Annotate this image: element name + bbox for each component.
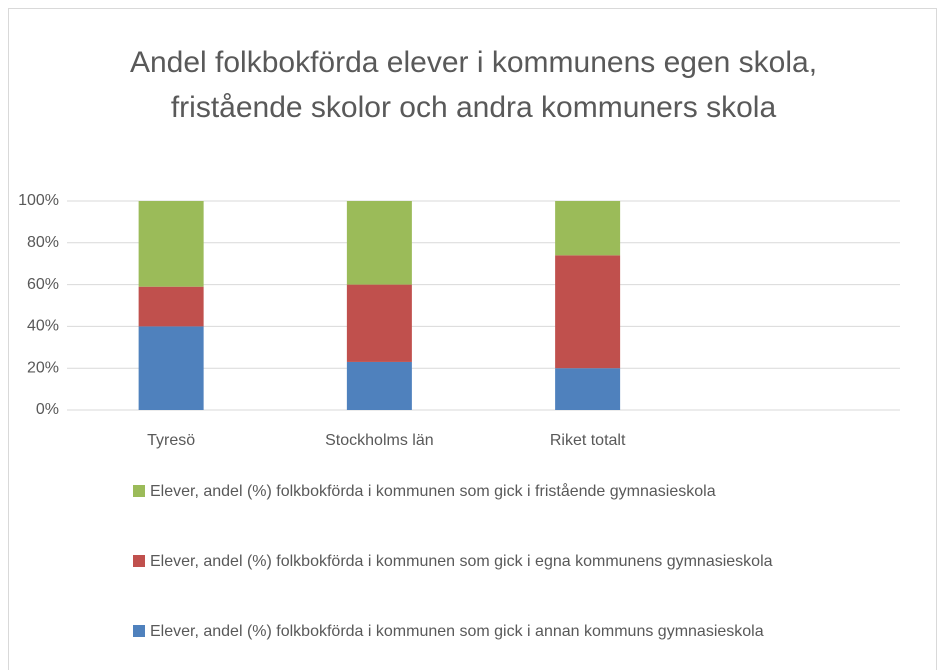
y-tick-label: 20% [27, 359, 59, 376]
y-tick-label: 60% [27, 276, 59, 293]
legend-swatch [133, 485, 145, 497]
y-tick-label: 40% [27, 318, 59, 335]
bar-segment [138, 326, 204, 410]
legend-swatch [133, 555, 145, 567]
y-tick-label: 0% [36, 401, 59, 418]
legend-entry: Elever, andel (%) folkbokförda i kommune… [133, 618, 873, 645]
legend-swatch [133, 625, 145, 637]
y-tick-label: 100% [18, 192, 59, 209]
x-tick-label: Stockholms län [325, 432, 434, 449]
x-tick-label: Tyresö [147, 432, 195, 449]
y-tick-label: 80% [27, 234, 59, 251]
bar-segment [555, 368, 621, 410]
bar-segment [346, 201, 412, 285]
bar-segment [555, 201, 621, 256]
legend-label: Elever, andel (%) folkbokförda i kommune… [150, 483, 716, 500]
bar-segment [346, 284, 412, 362]
x-tick-label: Riket totalt [550, 432, 626, 449]
bar-segment [138, 201, 204, 287]
bar-segment [138, 286, 204, 327]
bar-segment [346, 361, 412, 410]
legend-entry: Elever, andel (%) folkbokförda i kommune… [133, 478, 873, 505]
bar-segment [555, 255, 621, 369]
legend-label: Elever, andel (%) folkbokförda i kommune… [150, 553, 773, 570]
chart-title: Andel folkbokförda elever i kommunens eg… [129, 46, 818, 124]
legend-label: Elever, andel (%) folkbokförda i kommune… [150, 623, 764, 640]
legend-entry: Elever, andel (%) folkbokförda i kommune… [133, 548, 873, 575]
chart-frame [8, 8, 937, 670]
